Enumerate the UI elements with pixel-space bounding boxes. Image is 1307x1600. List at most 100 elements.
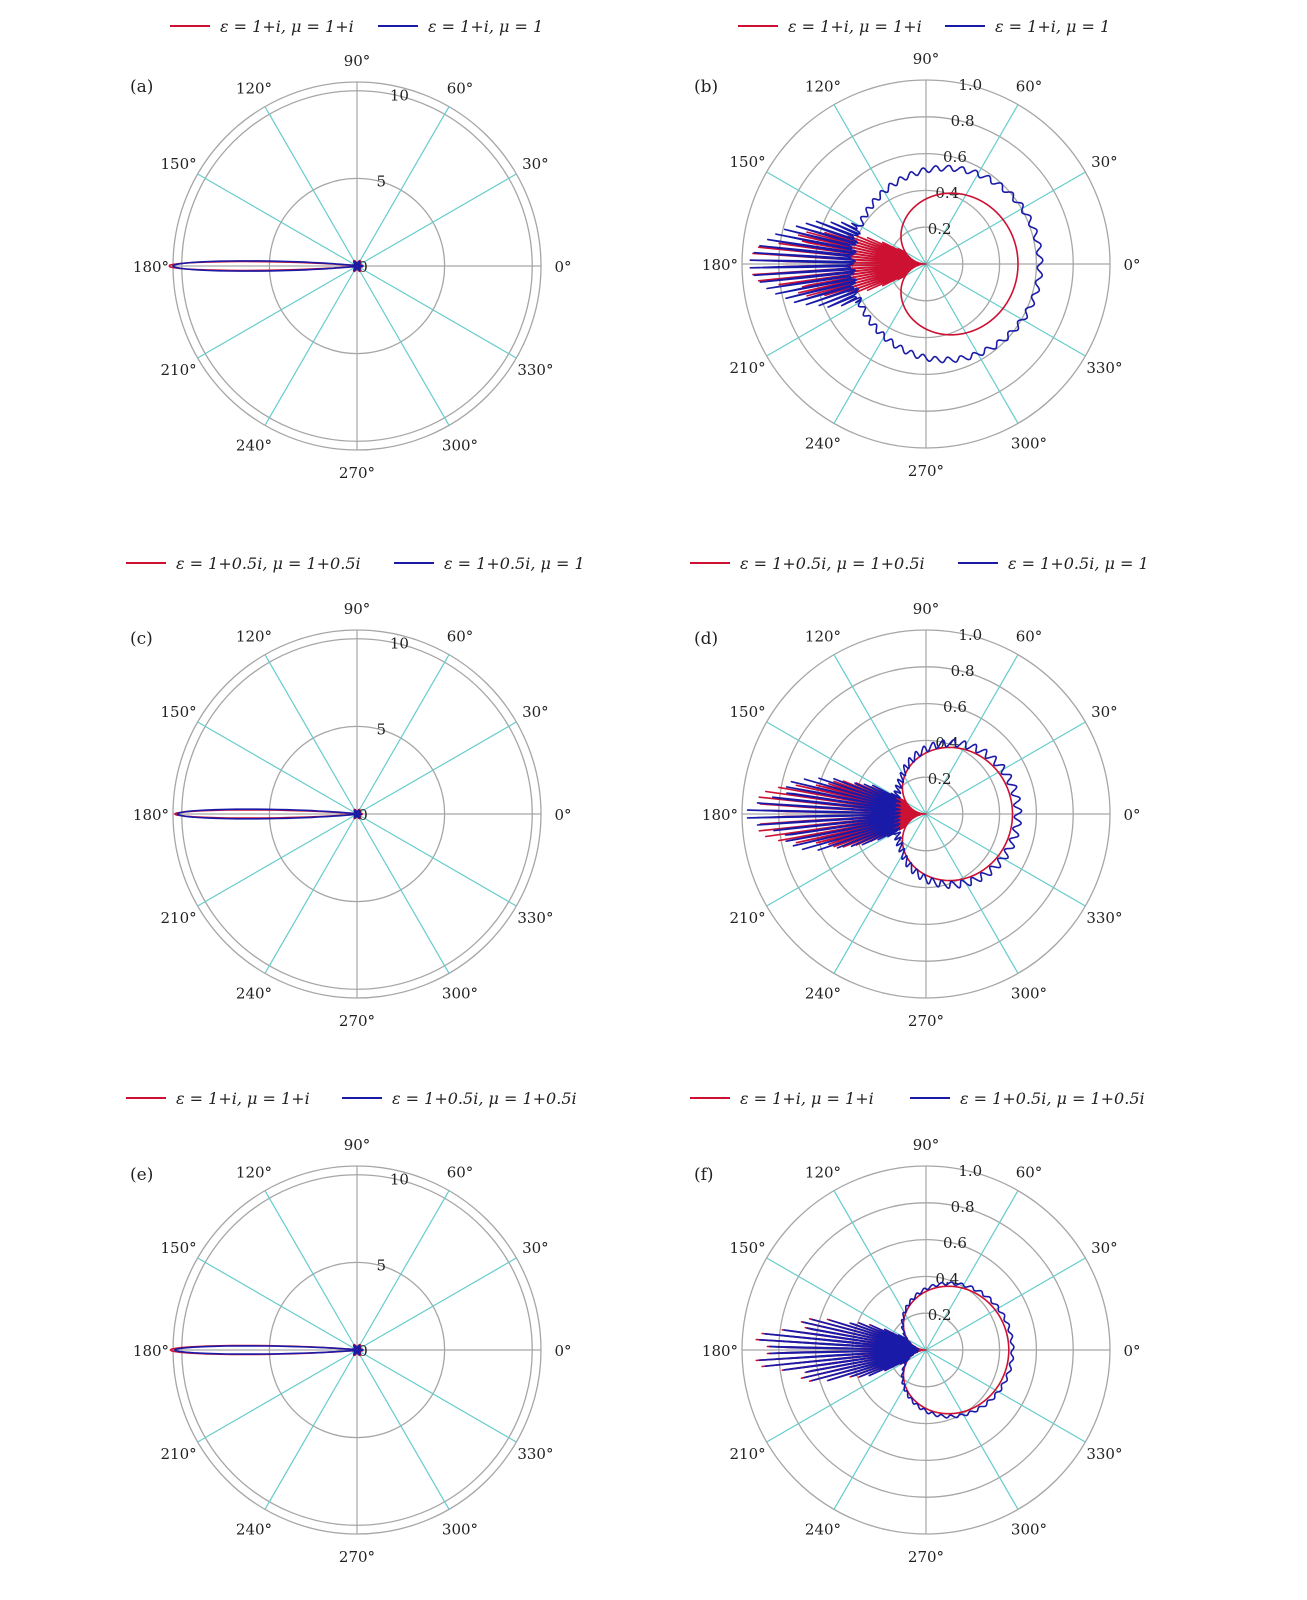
angle-tick-label: 60°	[447, 1164, 474, 1182]
angle-tick-label: 120°	[236, 80, 272, 98]
angle-tick-label: 180°	[133, 1342, 169, 1360]
polar-panel-e: ε = 1+i, μ = 1+i ε = 1+0.5i, μ = 1+0.5i (e…	[126, 1089, 577, 1566]
legend-label: ε = 1+i, μ = 1+i	[740, 1089, 874, 1108]
series-line	[758, 1281, 1015, 1419]
angle-tick-label: 240°	[805, 984, 841, 1002]
angle-tick-label: 300°	[442, 984, 478, 1002]
angle-tick-label: 30°	[1091, 153, 1118, 171]
angle-tick-label: 270°	[908, 1548, 944, 1566]
angle-tick-label: 270°	[339, 1012, 375, 1030]
polar-panel-a: ε = 1+i, μ = 1+i ε = 1+i, μ = 1 (a) 0° 30° 60…	[130, 17, 572, 482]
angle-tick-label: 300°	[442, 1520, 478, 1538]
angle-tick-label: 300°	[442, 436, 478, 454]
grid-spoke	[356, 1349, 517, 1443]
radial-tick-label: 0.6	[943, 698, 967, 716]
angle-tick-label: 0°	[1123, 806, 1140, 824]
grid-spoke	[833, 1349, 927, 1510]
angle-tick-label: 210°	[161, 909, 197, 927]
grid-spoke	[264, 813, 358, 974]
grid-spoke	[925, 171, 1086, 265]
radial-tick-label: 0	[358, 806, 368, 824]
angle-tick-label: 300°	[1011, 434, 1047, 452]
angle-tick-label: 120°	[236, 628, 272, 646]
angle-tick-label: 300°	[1011, 984, 1047, 1002]
angle-tick-label: 30°	[1091, 1239, 1118, 1257]
angle-tick-label: 30°	[522, 703, 549, 721]
grid-spoke	[833, 104, 927, 265]
grid-spoke	[356, 1190, 450, 1351]
angle-tick-label: 60°	[1016, 628, 1043, 646]
grid-spoke	[356, 1349, 450, 1510]
angle-tick-label: 30°	[522, 1239, 549, 1257]
angle-tick-label: 150°	[161, 1239, 197, 1257]
grid-spoke	[925, 813, 1019, 974]
radial-tick-label: 1.0	[958, 626, 982, 644]
angle-tick-label: 330°	[1086, 359, 1122, 377]
angle-tick-label: 210°	[730, 1445, 766, 1463]
series-line	[176, 808, 363, 820]
legend-label: ε = 1+0.5i, μ = 1	[444, 554, 585, 573]
grid-spoke	[356, 813, 517, 907]
legend-label: ε = 1+0.5i, μ = 1+0.5i	[392, 1089, 577, 1108]
series-line	[174, 1344, 364, 1356]
polar-panel-d: ε = 1+0.5i, μ = 1+0.5i ε = 1+0.5i, μ = 1 (…	[690, 554, 1149, 1030]
grid-spoke	[197, 265, 358, 359]
angle-tick-label: 330°	[1086, 909, 1122, 927]
grid-spoke	[356, 721, 517, 815]
panel-label: (d)	[694, 629, 718, 649]
angle-tick-label: 120°	[805, 1164, 841, 1182]
radial-tick-label: 10	[390, 87, 409, 105]
angle-tick-label: 180°	[702, 806, 738, 824]
series-line	[755, 1285, 1010, 1415]
grid-spoke	[356, 173, 517, 267]
radial-tick-label: 0.6	[943, 1234, 967, 1252]
angle-tick-label: 240°	[805, 1520, 841, 1538]
radial-tick-label: 1.0	[958, 76, 982, 94]
angle-tick-label: 240°	[236, 984, 272, 1002]
grid-spoke	[833, 1190, 927, 1351]
radial-tick-label: 0.2	[928, 1306, 952, 1324]
angle-tick-label: 330°	[517, 909, 553, 927]
angle-tick-label: 210°	[161, 361, 197, 379]
angle-tick-label: 150°	[730, 1239, 766, 1257]
series-line	[758, 746, 1014, 882]
grid-spoke	[925, 1190, 1019, 1351]
radial-tick-label: 5	[376, 720, 386, 738]
grid-spoke	[925, 654, 1019, 815]
angle-tick-label: 60°	[447, 628, 474, 646]
polar-panel-f: ε = 1+i, μ = 1+i ε = 1+0.5i, μ = 1+0.5i (f…	[690, 1089, 1145, 1566]
angle-tick-label: 210°	[161, 1445, 197, 1463]
angle-tick-label: 60°	[447, 80, 474, 98]
polar-panel-c: ε = 1+0.5i, μ = 1+0.5i ε = 1+0.5i, μ = 1 (…	[126, 554, 585, 1030]
grid-spoke	[356, 265, 517, 359]
radial-tick-label: 10	[390, 1171, 409, 1189]
angle-tick-label: 330°	[517, 361, 553, 379]
legend-label: ε = 1+0.5i, μ = 1	[1008, 554, 1149, 573]
angle-tick-label: 90°	[344, 52, 371, 70]
angle-tick-label: 30°	[522, 155, 549, 173]
angle-tick-label: 180°	[133, 258, 169, 276]
grid-spoke	[197, 721, 358, 815]
legend-label: ε = 1+0.5i, μ = 1+0.5i	[176, 554, 361, 573]
series-line	[749, 164, 1044, 364]
angle-tick-label: 150°	[161, 155, 197, 173]
angle-tick-label: 120°	[805, 628, 841, 646]
panel-label: (b)	[694, 77, 718, 97]
angle-tick-label: 90°	[913, 600, 940, 618]
angle-tick-label: 180°	[702, 256, 738, 274]
grid-spoke	[197, 1257, 358, 1351]
angle-tick-label: 150°	[730, 703, 766, 721]
panel-label: (c)	[130, 629, 153, 649]
radial-tick-label: 5	[376, 1256, 386, 1274]
angle-tick-label: 330°	[517, 1445, 553, 1463]
angle-tick-label: 60°	[1016, 1164, 1043, 1182]
grid-spoke	[833, 813, 927, 974]
grid-spoke	[356, 106, 450, 267]
grid-spoke	[925, 263, 1019, 424]
legend-label: ε = 1+i, μ = 1+i	[176, 1089, 310, 1108]
grid-spoke	[925, 813, 1086, 907]
legend-label: ε = 1+0.5i, μ = 1+0.5i	[960, 1089, 1145, 1108]
panel-label: (e)	[130, 1165, 153, 1185]
grid-spoke	[264, 1190, 358, 1351]
